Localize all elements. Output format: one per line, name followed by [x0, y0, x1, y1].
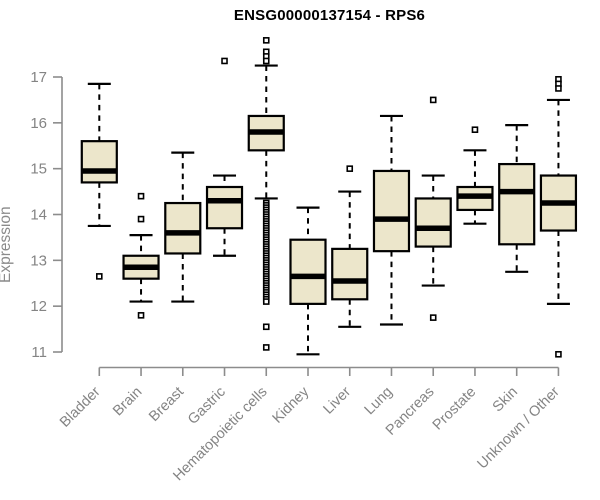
box-bladder: [80, 140, 118, 184]
x-tick-label-liver: Liver: [321, 384, 355, 418]
x-tick-label-bladder: Bladder: [57, 384, 104, 431]
outlier-point-gastric: [221, 57, 228, 65]
outlier-point-hematopoietic-cells: [262, 344, 270, 351]
outlier-point-brain: [137, 192, 145, 200]
outlier-point-hematopoietic-cells: [262, 37, 270, 44]
outlier-point-hematopoietic-cells: [262, 298, 270, 305]
box-gastric: [205, 185, 244, 230]
outlier-point-pancreas: [429, 314, 437, 321]
y-tick-label-14: 14: [30, 207, 47, 224]
outlier-point-hematopoietic-cells: [262, 57, 270, 65]
box-lung: [372, 169, 411, 253]
outlier-point-brain: [137, 215, 145, 223]
y-tick-label-12: 12: [30, 298, 47, 315]
x-tick-label-skin: Skin: [490, 384, 521, 415]
y-tick-label-13: 13: [30, 252, 47, 269]
box-kidney: [289, 238, 327, 305]
outlier-point-pancreas: [429, 96, 437, 104]
y-tick-label-16: 16: [30, 115, 47, 132]
outlier-point-prostate: [471, 126, 479, 134]
outlier-point-brain: [137, 312, 145, 319]
box-skin: [498, 162, 536, 246]
x-tick-label-prostate: Prostate: [430, 384, 479, 433]
y-tick-label-15: 15: [30, 161, 47, 178]
y-tick-label-17: 17: [30, 69, 47, 86]
x-tick-label-kidney: Kidney: [270, 383, 313, 426]
box-pancreas: [414, 197, 452, 248]
x-tick-label-brain: Brain: [110, 384, 145, 419]
outlier-point-hematopoietic-cells: [262, 323, 270, 331]
outlier-point-bladder: [96, 273, 103, 280]
box-breast: [164, 201, 202, 255]
x-tick-label-breast: Breast: [146, 384, 187, 425]
chart-title: ENSG00000137154 - RPS6: [233, 7, 426, 24]
x-tick-label-lung: Lung: [362, 384, 396, 418]
box-liver: [331, 247, 369, 301]
outlier-point-unknown-other: [555, 350, 562, 358]
outlier-point-unknown-other: [555, 85, 562, 92]
outlier-point-liver: [346, 165, 354, 172]
y-tick-label-11: 11: [31, 344, 47, 361]
